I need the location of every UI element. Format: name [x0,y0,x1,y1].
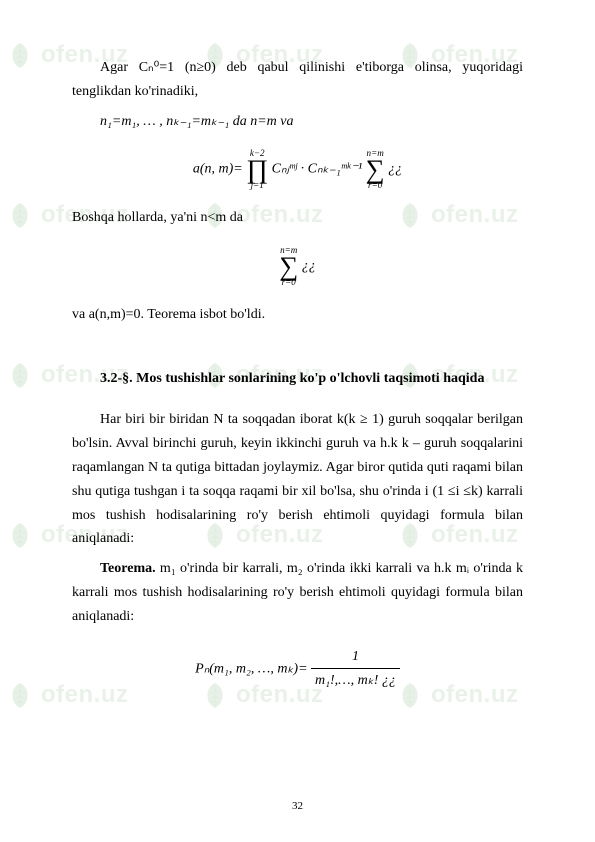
fraction: 1 m₁!,…, mₖ! ¿¿ [311,645,400,694]
sum-operator-2: n=m ∑ r=0 [279,246,298,287]
product-operator: k−2 ∏ j=1 [246,149,268,190]
section-heading: 3.2-§. Mos tushishlar sonlarining ko'p o… [100,367,523,391]
formula3-tail: ¿¿ [302,259,316,274]
fraction-denominator: m₁!,…, mₖ! ¿¿ [311,669,400,693]
paragraph-section-body: Har biri bir biridan N ta soqqadan ibora… [72,408,523,551]
sum2-symbol: ∑ [279,255,298,278]
fraction-numerator: 1 [311,645,400,670]
prob-lhs: Pₙ(m₁, m₂, …, mₖ)= [195,661,307,676]
sum-symbol: ∑ [366,158,385,181]
page-content: Agar Cₙ⁰=1 (n≥0) deb qabul qilinishi e't… [0,0,595,749]
paragraph-intro: Agar Cₙ⁰=1 (n≥0) deb qabul qilinishi e't… [72,56,523,104]
formula-tail: ¿¿ [388,162,402,177]
prod-symbol: ∏ [246,158,268,181]
sum-lower: r=0 [366,181,385,190]
theorem-paragraph: Teorema. m₁ o'rinda bir karrali, m₂ o'ri… [72,557,523,628]
theorem-label: Teorema. [100,561,156,576]
sum-operator: n=m ∑ r=0 [366,149,385,190]
page-number: 32 [0,800,595,812]
formula-condition: n₁=m₁, … , nₖ₋₁=mₖ₋₁ da n=m va [100,110,523,134]
sum2-lower: r=0 [279,278,298,287]
formula-middle: Cₙⱼᵐʲ · Cₙₖ₋₁ᵐᵏ⁻¹ [272,162,363,177]
formula-probability: Pₙ(m₁, m₂, …, mₖ)= 1 m₁!,…, mₖ! ¿¿ [72,645,523,694]
formula-lhs: a(n, m)= [193,162,243,177]
formula-main: a(n, m)= k−2 ∏ j=1 Cₙⱼᵐʲ · Cₙₖ₋₁ᵐᵏ⁻¹ n=m… [72,149,523,190]
formula-sum-only: n=m ∑ r=0 ¿¿ [72,246,523,287]
paragraph-else: Boshqa hollarda, ya'ni n<m da [72,206,523,230]
paragraph-conclusion: va a(n,m)=0. Teorema isbot bo'ldi. [72,303,523,327]
